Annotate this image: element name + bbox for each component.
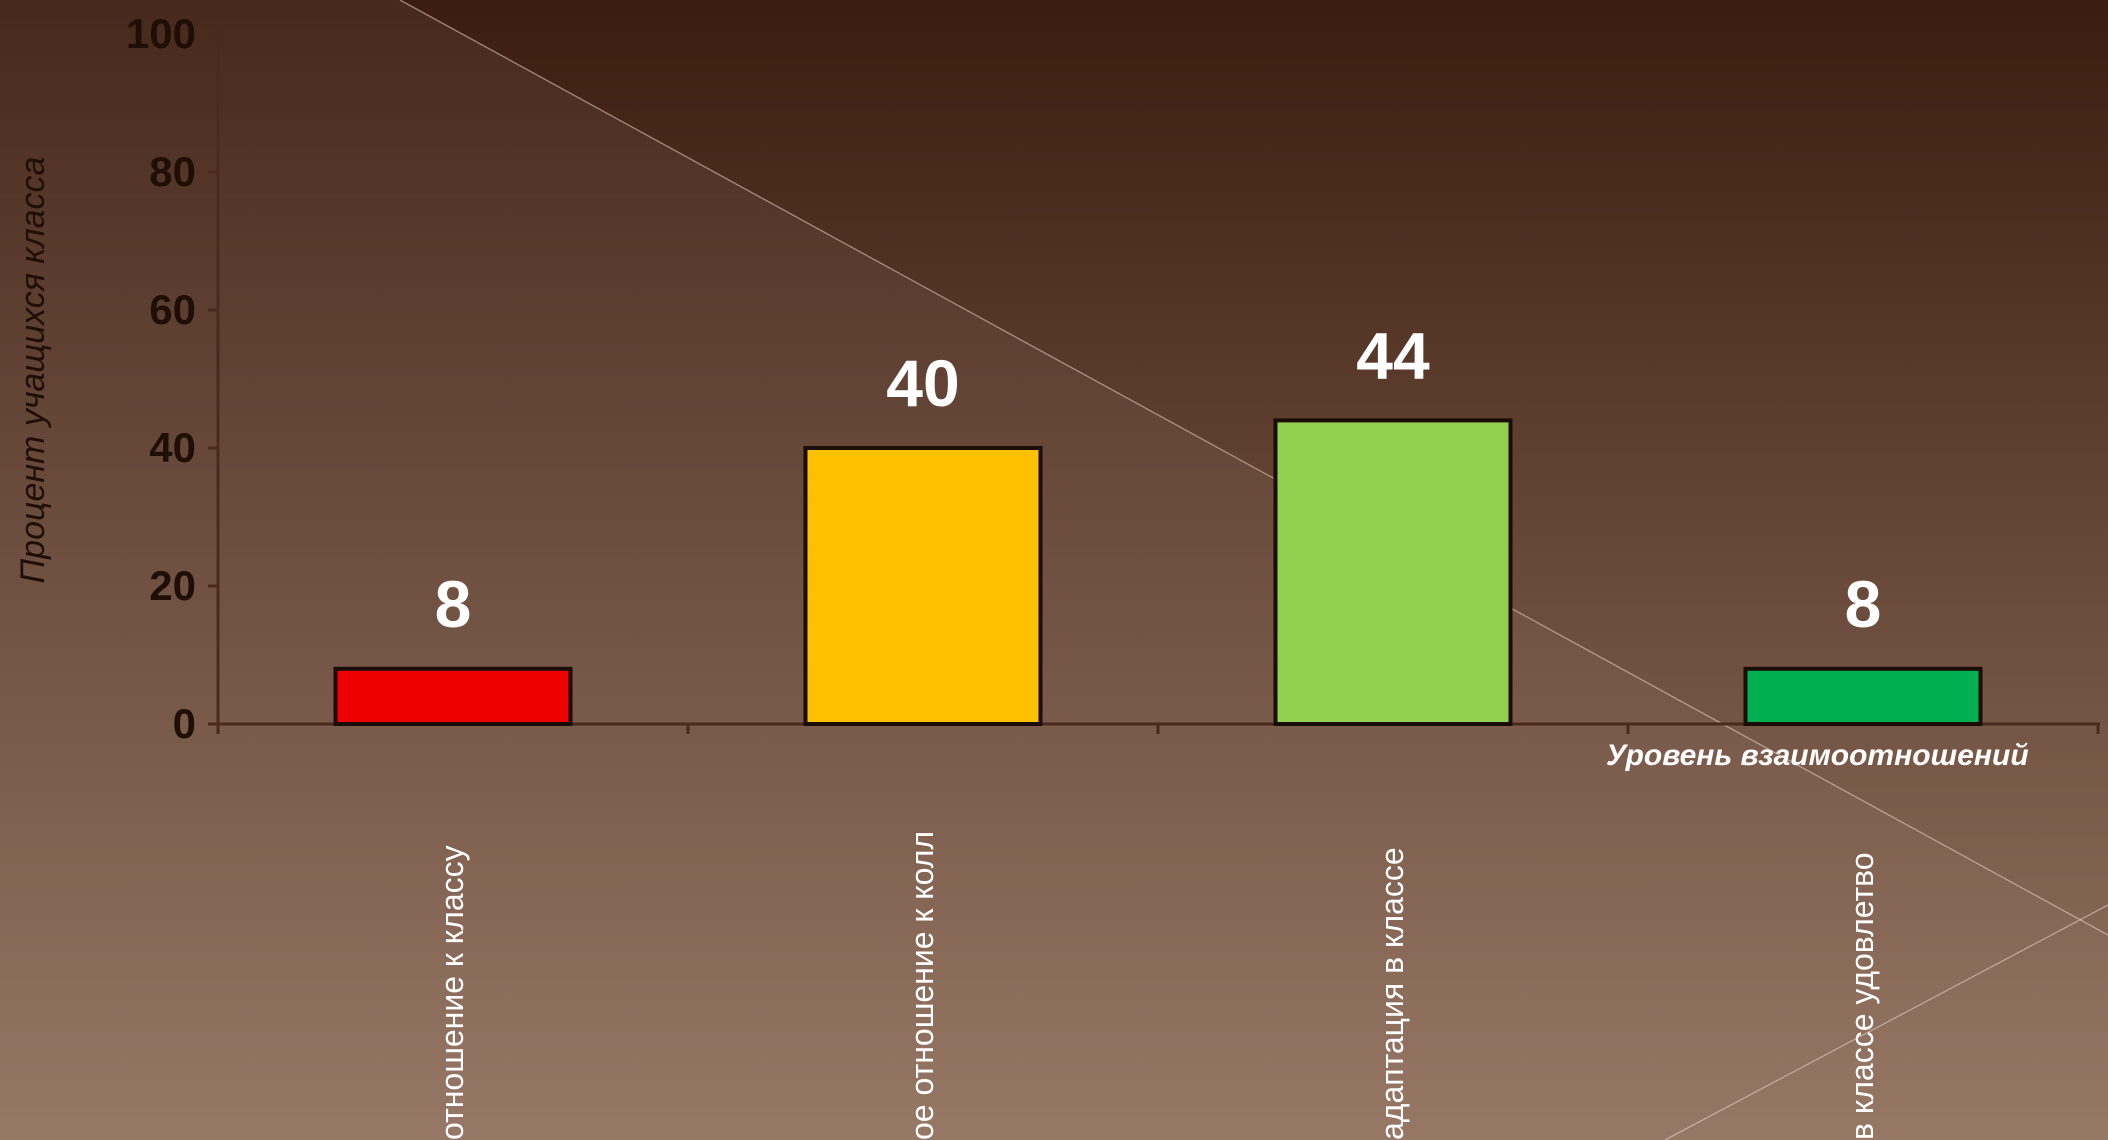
data-label: 44 (1356, 318, 1430, 392)
chart-bars (333, 418, 1983, 726)
data-label: 8 (435, 567, 472, 641)
bar (1273, 418, 1513, 726)
y-tick-label: 0 (173, 700, 196, 747)
x-axis-title: Уровень взаимоотношений (1606, 739, 2029, 772)
y-tick-label: 60 (149, 286, 196, 333)
y-tick-label: 20 (149, 562, 196, 609)
y-axis-title: Процент учащихся класса (14, 157, 52, 584)
category-label: адаптация в классе (1374, 847, 1410, 1140)
data-label: 40 (886, 346, 959, 420)
category-label: ое отношение к колл (904, 831, 940, 1140)
y-tick-label: 100 (126, 10, 196, 57)
slide-decor-line (1664, 904, 2108, 1140)
slide-decor-line (399, 0, 2108, 936)
chart-axes: 0 20 40 60 80 100 (126, 10, 2100, 747)
y-tick-label: 80 (149, 148, 196, 195)
category-label: в классе удовлетво (1844, 852, 1880, 1140)
bar (333, 666, 573, 726)
bar (1743, 666, 1983, 726)
bar (803, 446, 1043, 726)
y-tick-label: 40 (149, 424, 196, 471)
category-label: отношение к классу (434, 845, 470, 1140)
chart-labels: 8 отношение к классу 40 ое отношение к колл… (434, 318, 1881, 1140)
data-label: 8 (1845, 567, 1882, 641)
